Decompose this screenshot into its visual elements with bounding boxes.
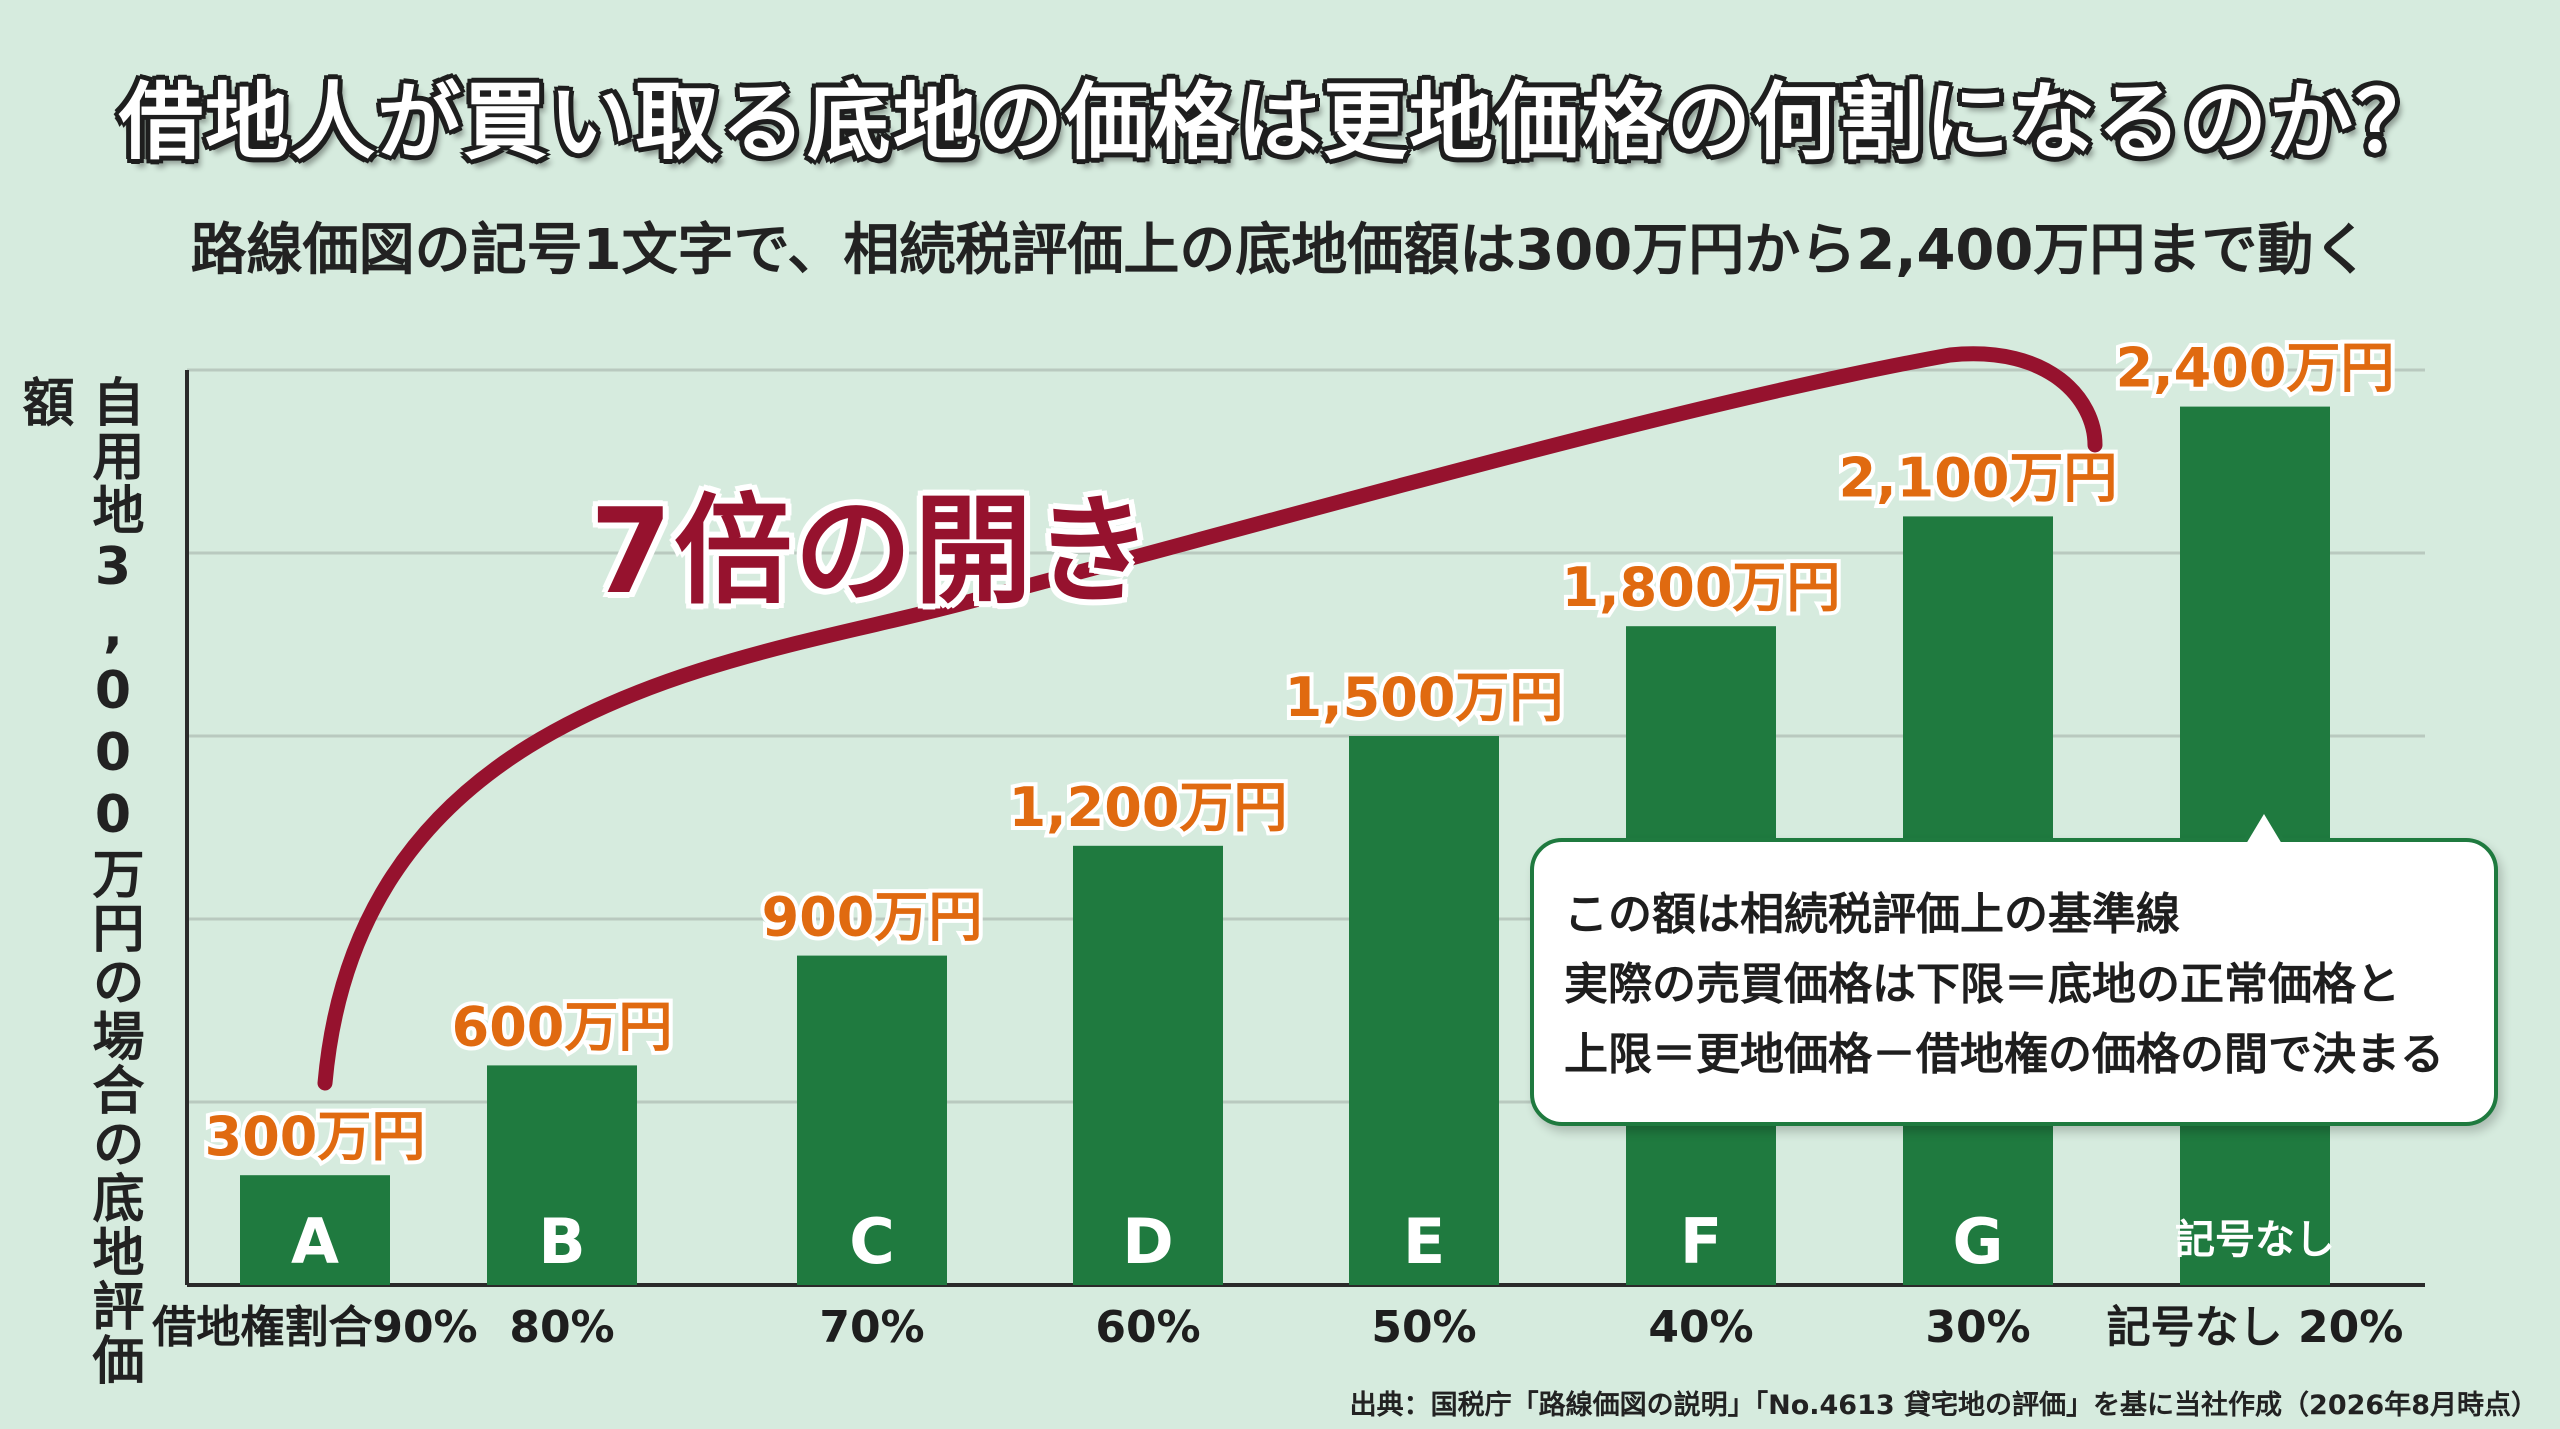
balloon-tail-inner [2246, 814, 2282, 844]
value-label-C: 900万円 [762, 886, 983, 949]
x-tick-label-4: 50% [1371, 1302, 1476, 1353]
bar-E [1349, 736, 1499, 1285]
value-label-G: 2,100万円 [1839, 446, 2118, 509]
category-label-6: G [1953, 1205, 2004, 1278]
x-tick-label-5: 40% [1648, 1302, 1753, 1353]
category-label-3: D [1122, 1205, 1173, 1278]
x-tick-labels: 借地権割合90% 80% 70% 60% 50% 40% 30% 記号なし 20% [151, 1302, 2403, 1353]
value-label-記号なし: 2,400万円 [2116, 337, 2395, 400]
value-label-E: 1,500万円 [1285, 666, 1564, 729]
gap-arrow [317, 346, 2103, 1091]
source-note: 出典：国税庁「路線価図の説明」「No.4613 貸宅地の評価」を基に当社作成（2… [1349, 1390, 2538, 1421]
category-label-1: B [538, 1205, 585, 1278]
x-tick-label-0: 借地権割合90% [151, 1302, 477, 1353]
category-label-5: F [1680, 1205, 1722, 1278]
bar-D [1073, 845, 1223, 1285]
category-label-2: C [849, 1205, 895, 1278]
y-axis-label: 自用地3,000万円の場合の底地評価額 [13, 375, 143, 1387]
category-label-7: 記号なし [2175, 1217, 2335, 1263]
x-tick-label-3: 60% [1095, 1302, 1200, 1353]
value-label-F: 1,800万円 [1562, 556, 1841, 619]
value-label-B: 600万円 [452, 995, 673, 1058]
note-line-2: 実際の売買価格は下限＝底地の正常価格と [1564, 959, 2400, 1010]
bars [240, 406, 2330, 1286]
category-label-0: A [291, 1205, 339, 1278]
x-tick-label-6: 30% [1925, 1302, 2030, 1353]
x-tick-label-1: 80% [509, 1302, 614, 1353]
bar-B [487, 1065, 637, 1285]
bar-C [797, 955, 947, 1285]
x-tick-label-7: 記号なし 20% [2107, 1302, 2404, 1353]
chart-title: 借地人が買い取る底地の価格は更地価格の何割になるのか？ [118, 73, 2441, 171]
value-label-A: 300万円 [205, 1105, 426, 1168]
note-line-3: 上限＝更地価格－借地権の価格の間で決まる [1564, 1029, 2444, 1080]
category-label-4: E [1403, 1205, 1445, 1278]
x-tick-label-2: 70% [819, 1302, 924, 1353]
value-labels: 300万円 600万円 900万円 1,200万円 1,500万円 1,800万円 2,10… [201, 333, 2399, 1173]
chart-subtitle: 路線価図の記号1文字で、相続税評価上の底地価額は300万円から2,400万円まで… [190, 218, 2370, 283]
bar-A [240, 1175, 390, 1285]
note-balloon: この額は相続税評価上の基準線 実際の売買価格は下限＝底地の正常価格と 上限＝更地… [1530, 806, 2498, 1126]
note-line-1: この額は相続税評価上の基準線 [1564, 889, 2180, 940]
category-labels: A B C D E F G 記号なし [291, 1205, 2335, 1278]
value-label-D: 1,200万円 [1009, 776, 1288, 839]
gap-annotation: 7倍の開き [590, 482, 1155, 620]
